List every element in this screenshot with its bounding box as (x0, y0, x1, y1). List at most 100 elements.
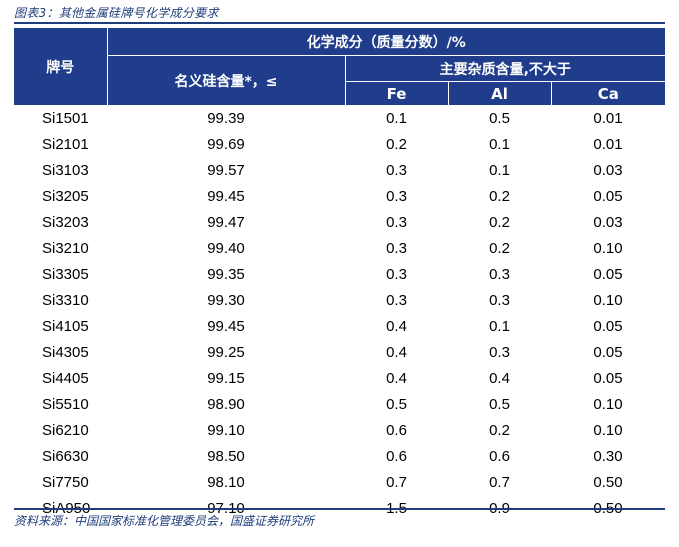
cell-silicon: 99.47 (207, 214, 245, 231)
cell-grade: Si3103 (42, 162, 89, 179)
table-row: Si2101 99.69 0.2 0.1 0.01 (14, 132, 666, 158)
cell-ca: 0.05 (593, 318, 623, 335)
cell-ca: 0.03 (593, 214, 623, 231)
table-row: Si1501 99.39 0.1 0.5 0.01 (14, 106, 666, 132)
cell-silicon: 99.35 (207, 266, 245, 283)
table-body: Si1501 99.39 0.1 0.5 0.01 Si2101 99.69 0.2 0.1 0.… (14, 106, 666, 522)
table-row: Si6210 99.10 0.6 0.2 0.10 (14, 418, 666, 444)
bottom-rule (14, 508, 665, 510)
cell-al: 0.7 (489, 474, 510, 491)
table-row: Si3305 99.35 0.3 0.3 0.05 (14, 262, 666, 288)
cell-silicon: 98.90 (207, 396, 245, 413)
cell-silicon: 99.45 (207, 318, 245, 335)
cell-fe: 0.4 (386, 318, 407, 335)
cell-fe: 0.3 (386, 266, 407, 283)
cell-silicon: 98.10 (207, 474, 245, 491)
cell-al: 0.1 (489, 162, 510, 179)
cell-fe: 0.6 (386, 422, 407, 439)
cell-fe: 0.6 (386, 448, 407, 465)
cell-fe: 0.1 (386, 110, 407, 127)
table-row: Si7750 98.10 0.7 0.7 0.50 (14, 470, 666, 496)
cell-grade: Si4405 (42, 370, 89, 387)
cell-fe: 0.2 (386, 136, 407, 153)
cell-ca: 0.50 (593, 474, 623, 491)
table-row: Si3310 99.30 0.3 0.3 0.10 (14, 288, 666, 314)
cell-silicon: 99.30 (207, 292, 245, 309)
cell-ca: 0.10 (593, 422, 623, 439)
table-row: Si4305 99.25 0.4 0.3 0.05 (14, 340, 666, 366)
table-row: Si3203 99.47 0.3 0.2 0.03 (14, 210, 666, 236)
cell-grade: Si7750 (42, 474, 89, 491)
cell-ca: 0.01 (593, 110, 623, 127)
cell-grade: Si6210 (42, 422, 89, 439)
cell-fe: 0.3 (386, 240, 407, 257)
table-row: Si3103 99.57 0.3 0.1 0.03 (14, 158, 666, 184)
cell-ca: 0.05 (593, 370, 623, 387)
cell-al: 0.1 (489, 318, 510, 335)
cell-ca: 0.30 (593, 448, 623, 465)
cell-al: 0.1 (489, 136, 510, 153)
cell-silicon: 99.10 (207, 422, 245, 439)
cell-fe: 0.3 (386, 292, 407, 309)
cell-ca: 0.05 (593, 344, 623, 361)
cell-silicon: 99.69 (207, 136, 245, 153)
cell-silicon: 99.40 (207, 240, 245, 257)
cell-grade: Si3210 (42, 240, 89, 257)
cell-silicon: 99.25 (207, 344, 245, 361)
header-grade: 牌号 (14, 27, 108, 106)
cell-silicon: 98.50 (207, 448, 245, 465)
cell-fe: 0.7 (386, 474, 407, 491)
cell-silicon: 99.15 (207, 370, 245, 387)
cell-fe: 0.3 (386, 188, 407, 205)
source-note: 资料来源：中国国家标准化管理委员会，国盛证券研究所 (14, 514, 315, 528)
cell-grade: Si4105 (42, 318, 89, 335)
cell-grade: Si4305 (42, 344, 89, 361)
cell-ca: 0.10 (593, 240, 623, 257)
header-fe: Fe (344, 81, 449, 106)
header-ca: Ca (550, 81, 666, 106)
cell-ca: 0.05 (593, 188, 623, 205)
top-rule (14, 22, 665, 24)
cell-grade: Si3310 (42, 292, 89, 309)
cell-al: 0.5 (489, 396, 510, 413)
cell-grade: Si5510 (42, 396, 89, 413)
cell-al: 0.3 (489, 292, 510, 309)
cell-silicon: 99.45 (207, 188, 245, 205)
cell-al: 0.2 (489, 214, 510, 231)
cell-al: 0.3 (489, 344, 510, 361)
table-row: Si4405 99.15 0.4 0.4 0.05 (14, 366, 666, 392)
cell-al: 0.5 (489, 110, 510, 127)
cell-al: 0.3 (489, 266, 510, 283)
header-composition: 化学成分（质量分数）/% (106, 27, 666, 56)
cell-al: 0.6 (489, 448, 510, 465)
header-impurities: 主要杂质含量,不大于 (344, 55, 666, 82)
cell-grade: Si3203 (42, 214, 89, 231)
table-row: Si3210 99.40 0.3 0.2 0.10 (14, 236, 666, 262)
cell-grade: Si2101 (42, 136, 89, 153)
table-row: Si4105 99.45 0.4 0.1 0.05 (14, 314, 666, 340)
table-header: 牌号 化学成分（质量分数）/% 名义硅含量*，≤ 主要杂质含量,不大于 Fe A… (14, 27, 666, 106)
cell-fe: 0.4 (386, 370, 407, 387)
cell-al: 0.2 (489, 188, 510, 205)
cell-fe: 0.3 (386, 214, 407, 231)
table-row: Si3205 99.45 0.3 0.2 0.05 (14, 184, 666, 210)
cell-ca: 0.03 (593, 162, 623, 179)
cell-ca: 0.10 (593, 396, 623, 413)
cell-ca: 0.10 (593, 292, 623, 309)
cell-al: 0.2 (489, 422, 510, 439)
cell-silicon: 99.39 (207, 110, 245, 127)
figure-caption: 图表3：其他金属硅牌号化学成分要求 (14, 6, 219, 20)
cell-fe: 0.4 (386, 344, 407, 361)
table-row: Si6630 98.50 0.6 0.6 0.30 (14, 444, 666, 470)
cell-grade: Si3205 (42, 188, 89, 205)
cell-fe: 0.3 (386, 162, 407, 179)
cell-ca: 0.05 (593, 266, 623, 283)
cell-fe: 0.5 (386, 396, 407, 413)
silicon-grade-table: 牌号 化学成分（质量分数）/% 名义硅含量*，≤ 主要杂质含量,不大于 Fe A… (14, 27, 666, 522)
table-row: Si5510 98.90 0.5 0.5 0.10 (14, 392, 666, 418)
cell-grade: Si1501 (42, 110, 89, 127)
cell-ca: 0.01 (593, 136, 623, 153)
header-silicon: 名义硅含量*，≤ (106, 55, 346, 106)
cell-silicon: 99.57 (207, 162, 245, 179)
header-al: Al (447, 81, 552, 106)
